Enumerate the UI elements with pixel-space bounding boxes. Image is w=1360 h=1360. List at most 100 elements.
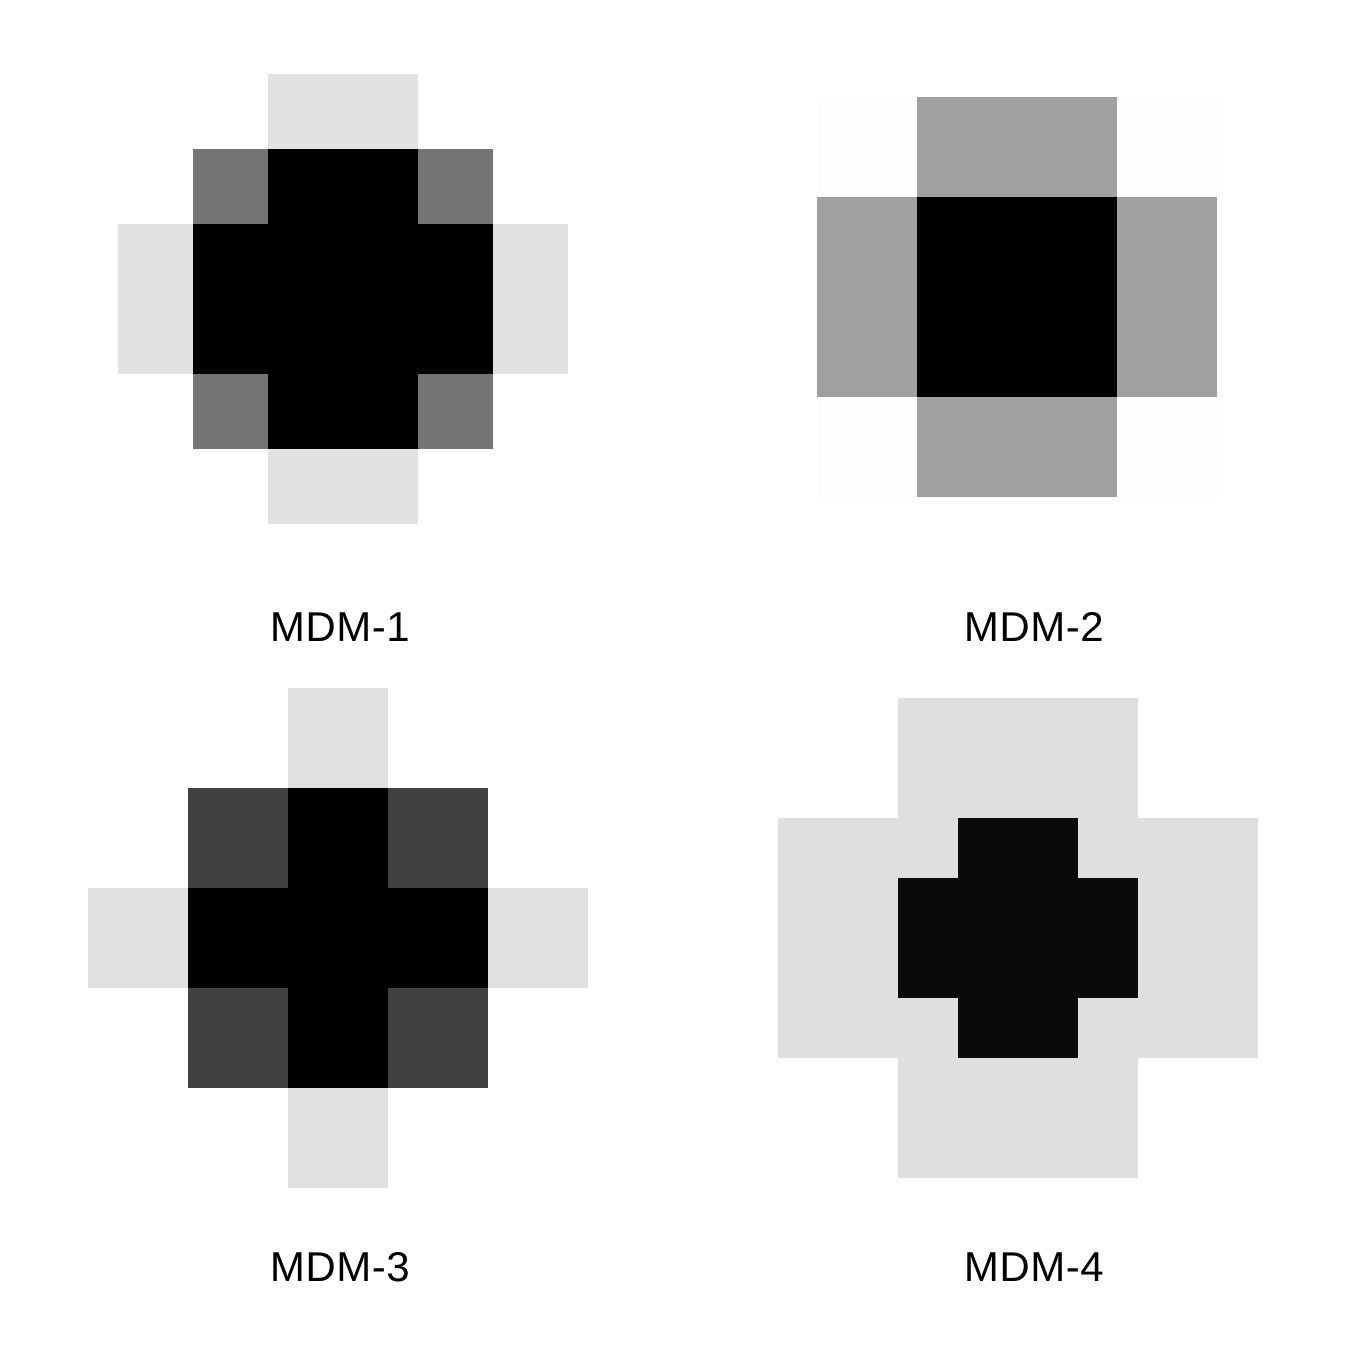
mdm-4-pixel-r2-c2 [898, 818, 958, 878]
mdm-4-pixel-r7-c0 [778, 1118, 838, 1178]
mdm-4-pixel-r4-c4 [1018, 938, 1078, 998]
mdm-4-pixel-r6-c6 [1138, 1058, 1198, 1118]
mdm-4-pixel-r3-c7 [1198, 878, 1258, 938]
mdm-4-pixel-r3-c6 [1138, 878, 1198, 938]
mdm-4-pixel-r5-c0 [778, 998, 838, 1058]
mdm-3-pixel-r0-c4 [488, 688, 588, 788]
mdm-4-pixel-r3-c4 [1018, 878, 1078, 938]
mdm-4-pixel-r6-c7 [1198, 1058, 1258, 1118]
mdm-3-pixel-r4-c0 [88, 1088, 188, 1188]
mdm-4-pixel-r5-c6 [1138, 998, 1198, 1058]
mdm-1-pixel-r4-c0 [118, 374, 193, 449]
mdm-4-pixel-r5-c5 [1078, 998, 1138, 1058]
mdm-2-pixel-r3-c1 [917, 397, 1017, 497]
mdm-4-pixel-r5-c3 [958, 998, 1018, 1058]
mdm-4-pixel-r0-c6 [1138, 698, 1198, 758]
mdm-2-pixel-r2-c0 [817, 297, 917, 397]
pattern-mdm-3 [88, 688, 588, 1188]
caption-mdm-1: MDM-1 [269, 603, 411, 650]
mdm-2-pixel-r2-c2 [1017, 297, 1117, 397]
mdm-4-pixel-r1-c4 [1018, 758, 1078, 818]
mdm-1-pixel-r5-c1 [193, 449, 268, 524]
mdm-4-pixel-r1-c3 [958, 758, 1018, 818]
mdm-1-pixel-r2-c4 [418, 224, 493, 299]
mdm-4-pixel-r4-c6 [1138, 938, 1198, 998]
mdm-3-pixel-r4-c4 [488, 1088, 588, 1188]
mdm-4-pixel-r7-c3 [958, 1118, 1018, 1178]
mdm-2-pixel-r0-c2 [1017, 97, 1117, 197]
mdm-3-pixel-r2-c2 [288, 888, 388, 988]
mdm-2-pixel-r1-c3 [1117, 197, 1217, 297]
mdm-4-pixel-r6-c2 [898, 1058, 958, 1118]
mdm-4-pixel-r7-c2 [898, 1118, 958, 1178]
mdm-3-pixel-r1-c2 [288, 788, 388, 888]
mdm-4-pixel-r3-c1 [838, 878, 898, 938]
mdm-1-pixel-r4-c4 [418, 374, 493, 449]
mdm-2-pixel-r3-c2 [1017, 397, 1117, 497]
mdm-1-pixel-r4-c1 [193, 374, 268, 449]
mdm-4-pixel-r0-c7 [1198, 698, 1258, 758]
mdm-3-pixel-r3-c3 [388, 988, 488, 1088]
pattern-mdm-1 [118, 74, 568, 524]
mdm-3-pixel-r1-c1 [188, 788, 288, 888]
mdm-4-pixel-r0-c3 [958, 698, 1018, 758]
mdm-4-pixel-r6-c5 [1078, 1058, 1138, 1118]
mdm-1-pixel-r2-c1 [193, 224, 268, 299]
mdm-3-pixel-r3-c0 [88, 988, 188, 1088]
mdm-1-pixel-r5-c4 [418, 449, 493, 524]
mdm-4-pixel-r0-c1 [838, 698, 898, 758]
mdm-1-pixel-r2-c0 [118, 224, 193, 299]
mdm-2-pixel-r0-c1 [917, 97, 1017, 197]
mdm-3-pixel-r2-c3 [388, 888, 488, 988]
mdm-1-pixel-r3-c3 [343, 299, 418, 374]
mdm-4-pixel-r5-c7 [1198, 998, 1258, 1058]
mdm-4-pixel-r4-c7 [1198, 938, 1258, 998]
caption-mdm-2: MDM-2 [963, 603, 1105, 650]
mdm-4-pixel-r0-c2 [898, 698, 958, 758]
mdm-4-pixel-r2-c1 [838, 818, 898, 878]
mdm-1-pixel-r5-c3 [343, 449, 418, 524]
mdm-2-pixel-r0-c3 [1117, 97, 1217, 197]
mdm-4-pixel-r2-c4 [1018, 818, 1078, 878]
mdm-4-pixel-r1-c0 [778, 758, 838, 818]
mdm-4-pixel-r4-c2 [898, 938, 958, 998]
mdm-4-pixel-r7-c5 [1078, 1118, 1138, 1178]
mdm-4-pixel-r6-c1 [838, 1058, 898, 1118]
mdm-1-pixel-r3-c1 [193, 299, 268, 374]
mdm-1-pixel-r0-c5 [493, 74, 568, 149]
mdm-4-pixel-r5-c1 [838, 998, 898, 1058]
mdm-1-pixel-r1-c1 [193, 149, 268, 224]
mdm-3-pixel-r0-c3 [388, 688, 488, 788]
mdm-1-pixel-r5-c2 [268, 449, 343, 524]
mdm-4-pixel-r3-c0 [778, 878, 838, 938]
mdm-4-pixel-r3-c5 [1078, 878, 1138, 938]
mdm-1-pixel-r2-c5 [493, 224, 568, 299]
mdm-1-pixel-r3-c0 [118, 299, 193, 374]
mdm-1-pixel-r3-c2 [268, 299, 343, 374]
mdm-2-pixel-r3-c3 [1117, 397, 1217, 497]
mdm-1-pixel-r1-c0 [118, 149, 193, 224]
mdm-2-pixel-r3-c0 [817, 397, 917, 497]
mdm-4-pixel-r7-c4 [1018, 1118, 1078, 1178]
mdm-4-pixel-r6-c4 [1018, 1058, 1078, 1118]
mdm-3-pixel-r4-c2 [288, 1088, 388, 1188]
mdm-4-pixel-r7-c1 [838, 1118, 898, 1178]
caption-mdm-3: MDM-3 [269, 1243, 411, 1290]
mdm-3-pixel-r4-c1 [188, 1088, 288, 1188]
mdm-3-pixel-r3-c2 [288, 988, 388, 1088]
mdm-4-pixel-r4-c0 [778, 938, 838, 998]
mdm-4-pixel-r6-c0 [778, 1058, 838, 1118]
mdm-4-pixel-r1-c2 [898, 758, 958, 818]
mdm-4-pixel-r2-c5 [1078, 818, 1138, 878]
mdm-3-pixel-r0-c1 [188, 688, 288, 788]
mdm-1-pixel-r1-c4 [418, 149, 493, 224]
mdm-1-pixel-r4-c2 [268, 374, 343, 449]
mdm-1-pixel-r4-c3 [343, 374, 418, 449]
mdm-1-pixel-r3-c4 [418, 299, 493, 374]
mdm-3-pixel-r0-c0 [88, 688, 188, 788]
mdm-3-pixel-r2-c0 [88, 888, 188, 988]
caption-mdm-4: MDM-4 [963, 1243, 1105, 1290]
mdm-1-pixel-r4-c5 [493, 374, 568, 449]
mdm-2-pixel-r1-c2 [1017, 197, 1117, 297]
